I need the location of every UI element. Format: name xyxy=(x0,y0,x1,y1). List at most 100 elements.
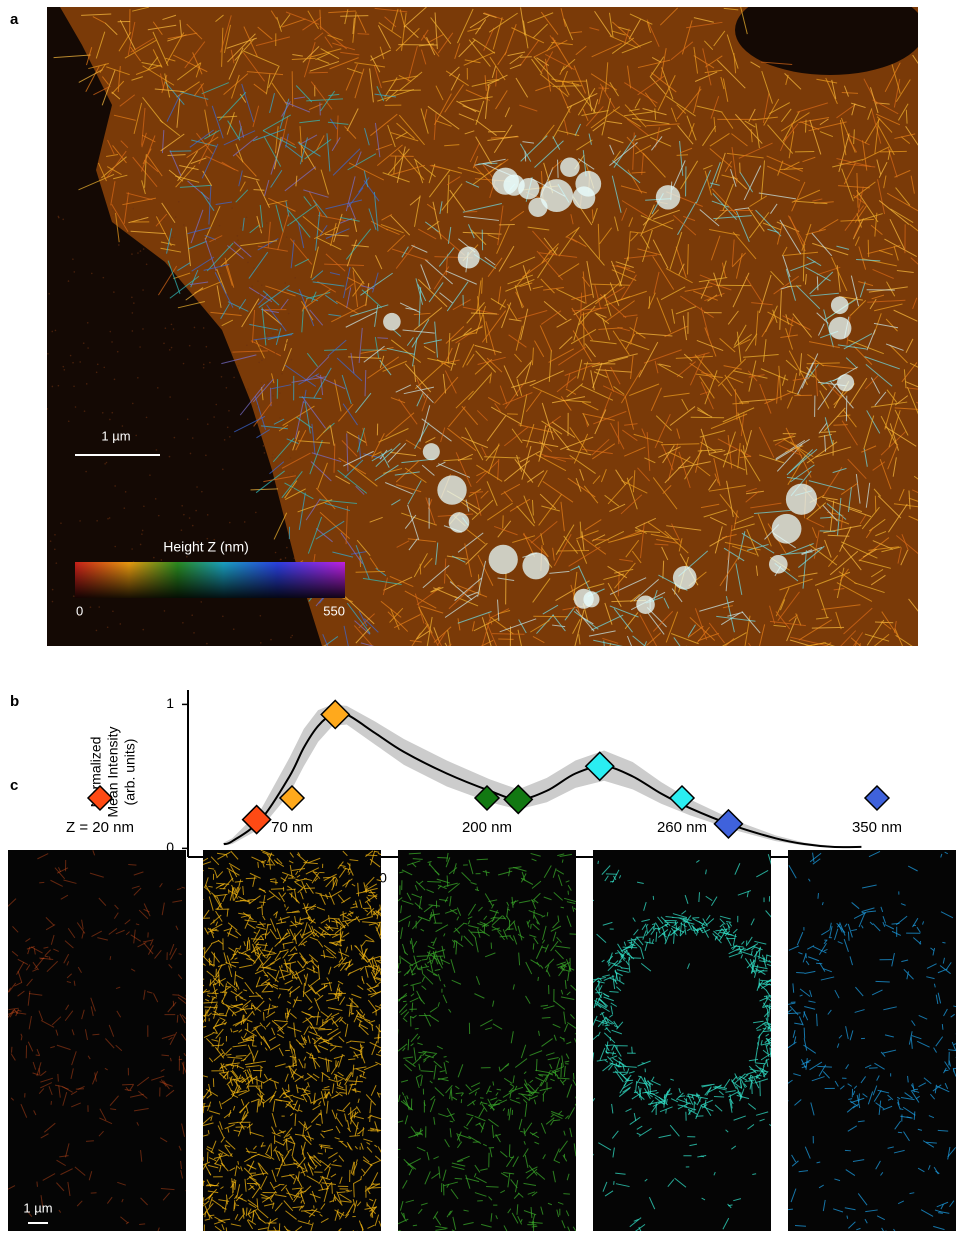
noise xyxy=(178,201,180,203)
noise xyxy=(209,362,211,364)
filament xyxy=(128,865,136,866)
bright-spot xyxy=(528,198,547,217)
noise xyxy=(183,363,185,365)
filament xyxy=(285,904,286,907)
noise xyxy=(228,410,230,412)
noise xyxy=(106,462,108,464)
slice-image xyxy=(585,850,788,1231)
noise xyxy=(294,277,296,279)
filament xyxy=(195,1203,205,1205)
filament xyxy=(632,1047,633,1054)
filament xyxy=(503,515,504,528)
filament xyxy=(86,1141,94,1142)
filament xyxy=(553,86,582,87)
filament xyxy=(299,1044,304,1045)
noise xyxy=(125,491,127,493)
filament xyxy=(248,899,256,900)
noise xyxy=(273,293,275,295)
filament xyxy=(447,875,448,886)
filament xyxy=(214,953,215,967)
noise xyxy=(286,547,288,549)
noise xyxy=(165,327,167,329)
bright-spot xyxy=(772,514,802,544)
noise xyxy=(260,228,262,230)
noise xyxy=(111,341,113,343)
filament xyxy=(775,1039,788,1042)
filament xyxy=(92,1034,99,1035)
noise xyxy=(266,334,268,336)
noise xyxy=(221,376,223,378)
noise xyxy=(275,290,277,292)
noise xyxy=(114,379,116,381)
filament xyxy=(833,425,847,426)
noise xyxy=(175,216,177,218)
filament xyxy=(413,985,414,991)
noise xyxy=(266,222,268,224)
filament xyxy=(415,1028,419,1029)
panel-label: a xyxy=(10,11,19,28)
noise xyxy=(227,426,229,428)
filament xyxy=(185,1191,193,1194)
filament xyxy=(189,1007,190,1011)
filament xyxy=(577,971,584,973)
bright-spot xyxy=(503,174,524,195)
filament xyxy=(444,1057,447,1058)
filament xyxy=(348,646,358,665)
noise xyxy=(143,248,145,250)
noise xyxy=(191,614,193,616)
noise xyxy=(60,522,62,524)
noise xyxy=(109,331,111,333)
noise xyxy=(270,639,272,641)
noise xyxy=(171,347,173,349)
noise xyxy=(253,425,255,427)
noise xyxy=(120,226,122,228)
bright-spot xyxy=(831,296,849,314)
noise xyxy=(192,525,194,527)
bright-spot xyxy=(829,317,852,340)
noise xyxy=(140,250,142,252)
noise xyxy=(219,225,221,227)
noise xyxy=(113,215,115,217)
noise xyxy=(221,303,223,305)
noise xyxy=(54,548,56,550)
filament xyxy=(186,984,190,997)
noise xyxy=(139,218,141,220)
noise xyxy=(293,557,295,559)
filament xyxy=(691,417,724,418)
filament xyxy=(37,1182,38,1187)
noise xyxy=(247,388,249,390)
filament xyxy=(370,1115,371,1122)
noise xyxy=(62,366,64,368)
filament xyxy=(561,1063,562,1077)
noise xyxy=(131,253,133,255)
noise xyxy=(192,437,194,439)
noise xyxy=(196,486,198,488)
noise xyxy=(140,544,142,546)
filament xyxy=(173,1001,174,1006)
filament xyxy=(538,977,539,981)
y-axis-title: (arb. units) xyxy=(122,739,138,806)
noise xyxy=(247,262,249,264)
filament xyxy=(351,945,352,950)
noise xyxy=(142,328,144,330)
noise xyxy=(109,517,111,519)
noise xyxy=(224,439,226,441)
noise xyxy=(174,437,176,439)
filament xyxy=(477,859,488,860)
filament xyxy=(533,943,534,949)
filament xyxy=(193,999,196,1003)
noise xyxy=(182,622,184,624)
noise xyxy=(68,280,70,282)
noise xyxy=(47,408,49,410)
noise xyxy=(163,218,165,220)
noise xyxy=(109,419,111,421)
noise xyxy=(206,346,208,348)
filament xyxy=(383,1015,391,1017)
noise xyxy=(103,277,105,279)
noise xyxy=(50,540,52,542)
filament xyxy=(339,994,342,995)
slice-label: 260 nm xyxy=(657,819,707,836)
noise xyxy=(279,392,281,394)
noise xyxy=(246,216,248,218)
filament xyxy=(50,957,51,960)
